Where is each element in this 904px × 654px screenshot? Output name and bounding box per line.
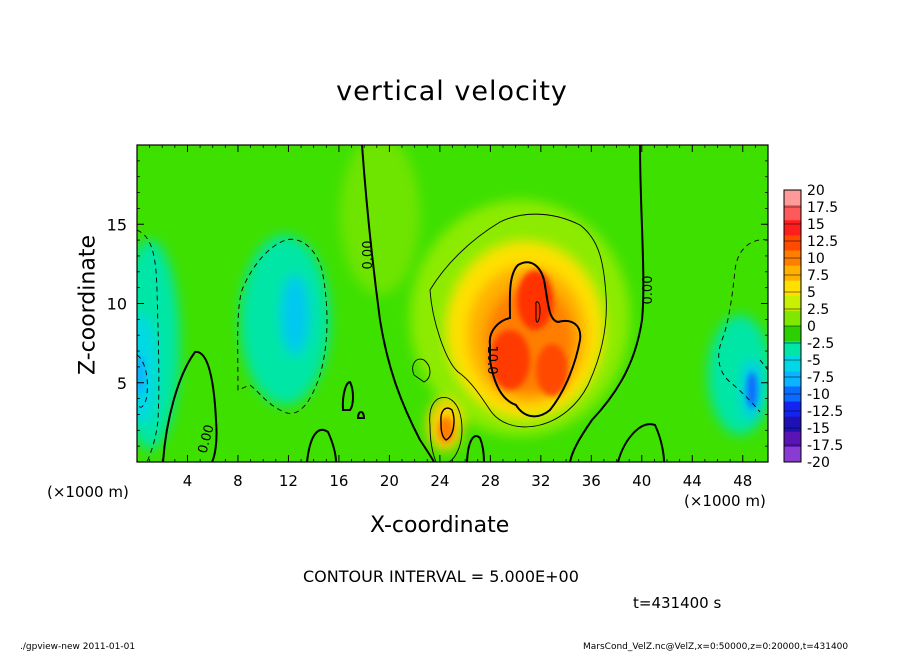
colorbar: 2017.51512.5107.552.50-2.5-5-7.5-10-12.5… <box>783 183 843 471</box>
colorbar-segment <box>784 356 801 372</box>
colorbar-label: 5 <box>807 285 816 301</box>
contour-label: 0.00 <box>361 241 376 270</box>
colorbar-label: -12.5 <box>807 404 843 420</box>
colorbar-segment <box>784 326 801 342</box>
colorbar-segment <box>784 205 801 221</box>
colorbar-label: 10 <box>807 251 825 267</box>
contour-label: 0.00 <box>196 423 218 455</box>
colorbar-label: 7.5 <box>807 268 829 284</box>
x-tick-label: 36 <box>582 472 601 490</box>
colorbar-segment <box>784 401 801 418</box>
time-stamp: t=431400 s <box>633 594 722 612</box>
x-axis-label: X-coordinate <box>370 513 510 538</box>
x-unit-label: (×1000 m) <box>684 492 766 510</box>
colorbar-segment <box>784 431 801 448</box>
x-tick-label: 4 <box>183 472 193 490</box>
x-tick-label: 40 <box>632 472 651 490</box>
colorbar-segment <box>784 310 801 327</box>
colorbar-label: -2.5 <box>807 336 834 352</box>
footer-right: MarsCond_VelZ.nc@VelZ,x=0:50000,z=0:2000… <box>583 642 849 652</box>
y-tick-label: 10 <box>107 295 127 314</box>
colorbar-label: 12.5 <box>807 234 838 250</box>
colorbar-label: 15 <box>807 217 825 233</box>
colorbar-segment <box>784 446 801 463</box>
colorbar-label: -15 <box>807 421 830 437</box>
colorbar-segment <box>784 190 801 206</box>
chart-title: vertical velocity <box>336 76 568 107</box>
zero-contours <box>162 145 665 462</box>
colorbar-label: 20 <box>807 183 825 199</box>
y-axis-label: Z-coordinate <box>75 235 101 375</box>
colorbar-segment <box>784 265 801 282</box>
x-tick-label: 28 <box>481 472 500 490</box>
x-tick-label: 8 <box>233 472 243 490</box>
x-tick-label: 24 <box>430 472 449 490</box>
x-tick-label: 20 <box>380 472 399 490</box>
colorbar-segment <box>784 220 801 236</box>
x-tick-label: 44 <box>683 472 702 490</box>
colorbar-label: -20 <box>807 455 830 471</box>
colorbar-segment <box>784 341 801 357</box>
colorbar-segment <box>784 235 801 251</box>
x-tick-label: 12 <box>279 472 298 490</box>
colorbar-label: 0 <box>807 319 816 335</box>
z-unit-label: (×1000 m) <box>47 483 129 501</box>
y-tick-label: 15 <box>107 215 127 234</box>
velocity-field <box>137 145 768 462</box>
colorbar-segment <box>784 280 801 297</box>
contour-label: 10.0 <box>484 346 499 375</box>
colorbar-label: 2.5 <box>807 302 829 318</box>
x-tick-label: 48 <box>733 472 752 490</box>
x-tick-label: 16 <box>329 472 348 490</box>
footer-left: ./gpview-new 2011-01-01 <box>20 642 136 652</box>
colorbar-label: 17.5 <box>807 200 838 216</box>
contour-labels: 0.00 0.00 0.00 10.0 <box>196 241 656 455</box>
contour-label: 0.00 <box>641 276 656 305</box>
colorbar-label: -5 <box>807 353 821 369</box>
colorbar-segment <box>784 416 801 433</box>
colorbar-label: -10 <box>807 387 830 403</box>
y-tick-label: 5 <box>117 374 127 393</box>
contour-interval: CONTOUR INTERVAL = 5.000E+00 <box>303 567 579 586</box>
colorbar-label: -17.5 <box>807 438 843 454</box>
colorbar-segment <box>784 371 801 387</box>
x-tick-label: 32 <box>531 472 550 490</box>
colorbar-label: -7.5 <box>807 370 834 386</box>
colorbar-segment <box>784 295 801 312</box>
